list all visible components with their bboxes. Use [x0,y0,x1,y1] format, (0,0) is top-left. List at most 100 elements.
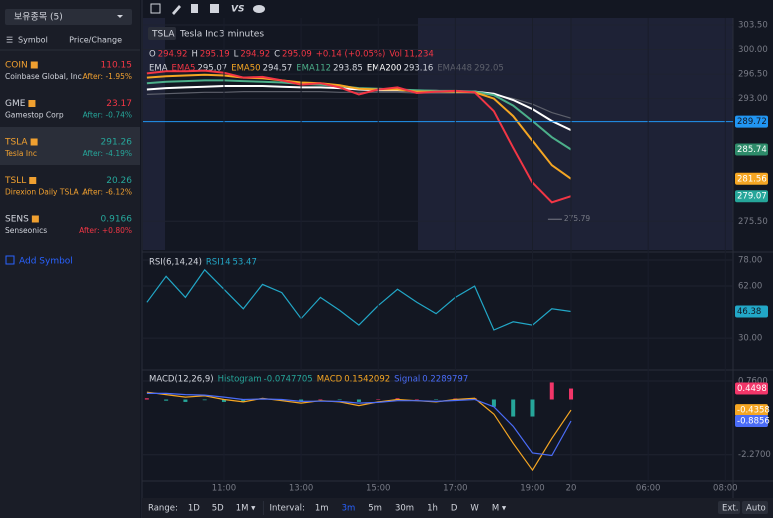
col-symbol: Symbol [18,36,48,45]
tool-icon[interactable] [150,3,161,14]
price-tag-label: 281.56 [737,174,767,184]
price: 0.9166 [101,215,133,225]
indicator-title: RSI(6,14,24) [149,258,202,268]
chart-name: Tesla Inc [179,30,218,40]
badge-icon [29,177,37,184]
chart-symbol: TSLA [151,30,175,40]
afterhours-shade [418,18,733,250]
legend-value: 294.57 [263,64,293,74]
series-line [146,69,572,204]
price-tag [735,143,768,156]
histogram-bar [144,398,149,400]
symbol: TSLA [4,138,28,148]
vs-button[interactable]: VS [231,5,244,15]
legend-name: Histogram [218,375,262,385]
add-icon[interactable] [5,255,15,265]
histogram-bar [511,399,516,417]
toolbar [142,0,773,18]
add-symbol[interactable]: Add Symbol [19,257,73,267]
ext-label[interactable]: Ext. [722,504,738,514]
price: 291.26 [101,138,133,148]
histogram-bar [164,399,169,401]
legend-name: Signal [394,375,420,385]
company-name: Gamestop Corp [5,111,64,120]
bottom-bar [142,498,773,518]
badge-icon [30,138,38,146]
interval-button[interactable]: M ▾ [492,504,507,514]
price-tag-label: -0.8856 [737,417,770,427]
company-name: Direxion Daily TSLA ... [5,188,88,197]
legend-value: 292.05 [474,64,504,74]
symbol-icon: ☰ [6,36,13,45]
volume-value: 11,234 [404,50,434,60]
legend-name: MACD [317,375,343,385]
price-tag-label: 285.74 [737,145,767,155]
histogram-bar [318,399,323,400]
histogram-bar [491,399,496,407]
tool-icon[interactable] [210,4,219,13]
indicator-label: EMA [149,64,168,74]
ohlc-value: 295.09 [282,50,312,60]
price-tag-label: 289.72 [737,117,767,127]
interval-button[interactable]: 1m [315,504,329,514]
legend-value: 293.16 [404,64,434,74]
interval-button[interactable]: 3m [342,504,356,514]
price-tag-label: -0.4358 [737,406,770,416]
interval-button[interactable]: 5m [368,504,382,514]
price-tag [735,190,768,203]
x-tick-label: 08:00 [713,484,738,494]
symbol: SENS [5,215,29,225]
change: After: -4.19% [83,149,132,158]
range-button[interactable]: 1M ▾ [236,504,256,514]
y-tick-label: -2.2700 [738,450,771,460]
legend-name: RSI14 [206,258,231,268]
ext-button [718,501,740,514]
y-tick-label: 62.00 [738,282,762,292]
auto-label[interactable]: Auto [746,504,766,514]
ohlc-key: O [149,50,156,60]
tool-icon[interactable] [253,5,265,13]
legend-value: 0.2289797 [422,375,468,385]
histogram-bar [337,399,342,400]
price: 110.15 [101,61,133,71]
ohlc-value: 294.92 [240,50,270,60]
tool-icon[interactable] [191,4,198,13]
range-button[interactable]: 5D [212,504,224,514]
histogram-bar [221,399,226,402]
badge-icon [31,215,39,223]
chart-interval: 3 minutes [219,30,264,40]
badge-icon [30,61,38,69]
change: After: -1.95% [83,72,132,81]
legend-name: EMA50 [231,64,260,74]
series-line [146,391,572,472]
auto-button [742,501,768,514]
legend-name: EMA448 [437,64,472,74]
price-tag [735,115,768,128]
x-tick-label: 06:00 [636,484,661,494]
legend-value: 295.07 [197,64,227,74]
tool-icon[interactable] [172,5,181,15]
symbol: COIN [5,61,28,71]
range-button[interactable]: 1D [188,504,200,514]
watchlist-dropdown[interactable] [5,9,132,25]
legend-value: 53.47 [233,258,257,268]
ohlc-change: +0.14 (+0.05%) [316,50,386,60]
interval-button[interactable]: 30m [395,504,414,514]
y-tick-label: 303.50 [738,21,768,31]
ohlc-key: C [274,50,280,60]
interval-button[interactable]: D [451,504,458,514]
price-tag [735,404,768,417]
y-tick-label: 300.00 [738,45,768,55]
x-tick-label: 11:00 [212,484,237,494]
interval-button[interactable]: 1h [427,504,438,514]
histogram-bar [434,399,439,400]
interval-button[interactable]: W [470,504,479,514]
series-line [146,73,572,180]
ohlc-value: 294.92 [158,50,188,60]
symbol: TSLL [4,176,26,186]
histogram-bar [299,399,304,402]
watchlist-panel [0,0,140,518]
price-tag-label: 279.07 [737,192,767,202]
price-tag [735,415,768,428]
